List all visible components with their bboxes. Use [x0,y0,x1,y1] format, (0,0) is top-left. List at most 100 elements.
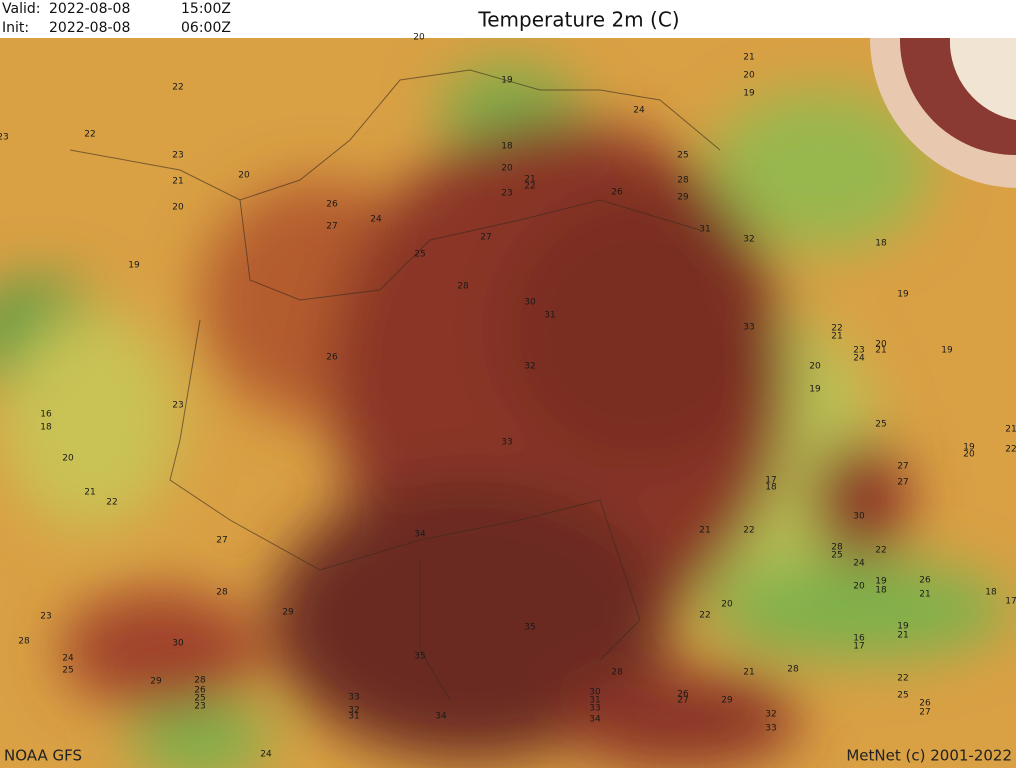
contour-label: 31 [589,696,600,706]
contour-label: 24 [853,559,865,569]
contour-label: 33 [765,724,776,734]
contour-label: 19 [963,443,975,453]
contour-label: 19 [128,261,140,271]
color-scale [870,38,1016,188]
contour-label: 22 [84,130,95,140]
contour-label: 19 [897,622,909,632]
contour-label: 24 [853,354,865,364]
contour-label: 28 [611,668,623,678]
contour-label: 24 [260,750,272,760]
contour-label: 27 [677,696,688,706]
contour-label: 22 [831,324,842,334]
contour-label: 27 [919,708,930,718]
contour-label: 28 [216,588,228,598]
contour-label: 19 [809,385,821,395]
contour-label: 32 [524,362,535,372]
contour-label: 26 [919,699,931,709]
contour-label: 25 [875,420,886,430]
contour-label: 21 [897,631,908,641]
contour-label: 26 [194,686,206,696]
contour-label: 29 [721,696,733,706]
contour-label: 27 [897,462,908,472]
contour-label: 34 [414,530,426,540]
contour-label: 29 [677,193,689,203]
contour-label: 23 [194,702,205,712]
contour-label: 24 [62,654,74,664]
contour-label: 20 [501,164,513,174]
contour-label: 34 [589,715,601,725]
contour-label: 30 [589,688,601,698]
contour-label: 33 [589,704,600,714]
contour-label: 22 [875,546,886,556]
contour-label: 23 [172,151,183,161]
source: NOAA GFS [4,747,82,765]
contour-label: 35 [414,652,425,662]
contour-label: 21 [831,332,842,342]
contour-label: 21 [919,590,930,600]
contour-label: 24 [370,215,382,225]
contour-label: 20 [62,454,74,464]
init-label: Init: [2,20,29,36]
contour-label: 31 [348,712,359,722]
contour-label: 18 [875,586,887,596]
credit: MetNet (c) 2001-2022 [846,747,1012,765]
contour-label: 23 [40,612,51,622]
title: Temperature 2m (C) [477,8,679,32]
contour-label: 34 [435,712,447,722]
contour-label: 32 [348,706,359,716]
contour-label: 32 [743,235,754,245]
contour-label: 27 [897,478,908,488]
contour-label: 20 [875,340,887,350]
contour-label: 21 [1005,425,1016,435]
contour-label: 27 [480,233,491,243]
contour-label: 18 [501,142,513,152]
contour-label: 19 [501,76,513,86]
contour-label: 25 [414,250,425,260]
contour-label: 20 [172,203,184,213]
header-bar [0,0,1016,38]
contour-label: 21 [699,526,710,536]
contour-label: 21 [743,668,754,678]
contour-label: 30 [853,512,865,522]
contour-label: 27 [216,536,227,546]
contour-label: 26 [326,353,338,363]
init-date: 2022-08-08 [49,20,130,36]
contour-label: 18 [40,423,52,433]
contour-label: 25 [831,551,842,561]
contour-label: 23 [853,346,864,356]
contour-label: 16 [40,410,52,420]
contour-label: 31 [699,225,710,235]
contour-label: 29 [282,608,294,618]
contour-label: 21 [524,175,535,185]
contour-label: 33 [348,693,359,703]
contour-label: 28 [194,676,206,686]
contour-label: 20 [963,450,975,460]
contour-label: 20 [853,582,865,592]
contour-label: 23 [172,401,183,411]
contour-label: 28 [787,665,799,675]
contour-label: 26 [611,188,623,198]
contour-label: 28 [831,543,843,553]
contour-label: 22 [106,498,117,508]
contour-label: 25 [194,694,205,704]
contour-label: 25 [62,666,73,676]
contour-label: 28 [677,176,689,186]
contour-label: 33 [743,323,754,333]
contour-label: 17 [853,642,864,652]
contour-label: 23 [501,189,512,199]
contour-label: 26 [326,200,338,210]
contour-label: 25 [897,691,908,701]
contour-label: 35 [524,623,535,633]
contour-label: 24 [633,106,645,116]
contour-label: 19 [743,89,755,99]
contour-label: 22 [172,83,183,93]
contour-label: 20 [809,362,821,372]
contour-label: 33 [501,438,512,448]
contour-label: 22 [897,674,908,684]
contour-label: 17 [1005,597,1016,607]
contour-label: 28 [18,637,30,647]
contour-label: 22 [743,526,754,536]
contour-label: 17 [765,476,776,486]
